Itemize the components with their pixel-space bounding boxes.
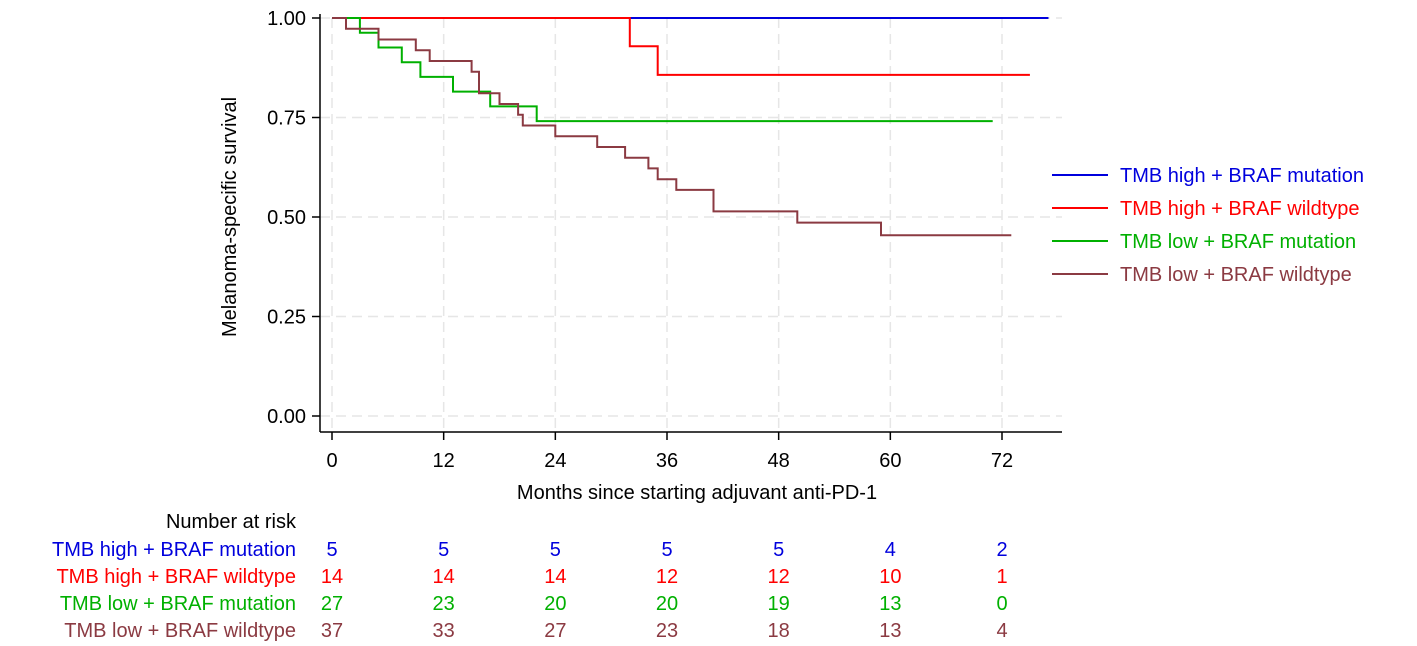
x-axis-title: Months since starting adjuvant anti-PD-1 bbox=[517, 482, 877, 504]
risk-count: 13 bbox=[879, 593, 901, 615]
survival-curves bbox=[332, 17, 1049, 237]
risk-row-label: TMB low + BRAF wildtype bbox=[64, 620, 296, 642]
y-tick-label: 0.50 bbox=[267, 207, 306, 229]
risk-row-label: TMB low + BRAF mutation bbox=[60, 593, 296, 615]
x-tick-label: 72 bbox=[991, 450, 1013, 472]
risk-count: 5 bbox=[773, 539, 784, 561]
risk-count: 27 bbox=[544, 620, 566, 642]
x-tick-label: 12 bbox=[433, 450, 455, 472]
risk-count: 10 bbox=[879, 566, 901, 588]
risk-count: 23 bbox=[433, 593, 455, 615]
legend-label: TMB high + BRAF wildtype bbox=[1120, 198, 1360, 220]
risk-count: 0 bbox=[996, 593, 1007, 615]
risk-count: 4 bbox=[885, 539, 896, 561]
risk-count: 20 bbox=[656, 593, 678, 615]
risk-count: 14 bbox=[433, 566, 455, 588]
y-tick-label: 0.00 bbox=[267, 406, 306, 428]
risk-count: 37 bbox=[321, 620, 343, 642]
x-tick-label: 0 bbox=[326, 450, 337, 472]
risk-count: 14 bbox=[544, 566, 566, 588]
risk-count: 4 bbox=[996, 620, 1007, 642]
legend: TMB high + BRAF mutation TMB high + BRAF … bbox=[1052, 165, 1364, 286]
grid-lines bbox=[320, 17, 1062, 432]
x-tick-label: 48 bbox=[768, 450, 790, 472]
risk-count: 18 bbox=[768, 620, 790, 642]
risk-table: Number at risk TMB high + BRAF mutation 5 5… bbox=[52, 511, 1008, 642]
y-axis-title: Melanoma-specific survival bbox=[219, 97, 241, 337]
risk-count: 5 bbox=[661, 539, 672, 561]
risk-count: 1 bbox=[996, 566, 1007, 588]
risk-row-label: TMB high + BRAF wildtype bbox=[56, 566, 296, 588]
risk-count: 13 bbox=[879, 620, 901, 642]
risk-count: 33 bbox=[433, 620, 455, 642]
risk-count: 27 bbox=[321, 593, 343, 615]
risk-count: 5 bbox=[438, 539, 449, 561]
x-tick-label: 24 bbox=[544, 450, 566, 472]
y-tick-label: 0.75 bbox=[267, 108, 306, 130]
legend-label: TMB high + BRAF mutation bbox=[1120, 165, 1364, 187]
legend-label: TMB low + BRAF mutation bbox=[1120, 231, 1356, 253]
x-tick-label: 60 bbox=[879, 450, 901, 472]
series-line-3 bbox=[332, 17, 993, 123]
risk-count: 5 bbox=[550, 539, 561, 561]
risk-count: 19 bbox=[768, 593, 790, 615]
y-tick-label: 0.25 bbox=[267, 307, 306, 329]
series-line-2 bbox=[332, 17, 1030, 76]
risk-count: 5 bbox=[326, 539, 337, 561]
risk-table-title: Number at risk bbox=[166, 511, 297, 533]
x-tick-label: 36 bbox=[656, 450, 678, 472]
risk-count: 20 bbox=[544, 593, 566, 615]
axes: 0.00 0.25 0.50 0.75 1.00 0 12 24 36 48 60 72 Months … bbox=[219, 8, 1062, 504]
legend-label: TMB low + BRAF wildtype bbox=[1120, 264, 1352, 286]
risk-row-label: TMB high + BRAF mutation bbox=[52, 539, 296, 561]
risk-count: 23 bbox=[656, 620, 678, 642]
y-tick-label: 1.00 bbox=[267, 8, 306, 30]
series-line-4 bbox=[332, 17, 1012, 237]
risk-count: 12 bbox=[656, 566, 678, 588]
risk-count: 2 bbox=[996, 539, 1007, 561]
risk-count: 14 bbox=[321, 566, 343, 588]
risk-count: 12 bbox=[768, 566, 790, 588]
